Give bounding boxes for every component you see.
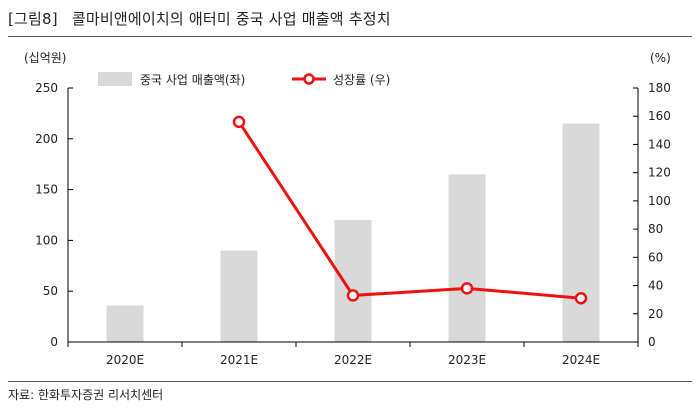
bar-2023E	[448, 174, 486, 342]
left-tick-label: 0	[50, 335, 58, 349]
legend-line-label: 성장률 (우)	[333, 73, 390, 87]
axes: 0 50 100 150 200 250 0 20 40 60 80 100 120 140 160 180 2…	[35, 81, 671, 367]
right-tick-label: 180	[648, 81, 671, 95]
legend-bar-label: 중국 사업 매출액(좌)	[140, 73, 245, 87]
left-tick-label: 250	[35, 81, 58, 95]
bar-2021E	[220, 250, 258, 342]
x-tick-label: 2022E	[334, 353, 372, 367]
right-tick-label: 160	[648, 109, 671, 123]
growth-point-2021E	[232, 115, 246, 129]
growth-point-2023E	[460, 282, 474, 295]
figure-label: [그림8]	[8, 10, 58, 28]
legend-bar-swatch	[98, 72, 132, 86]
right-tick-label: 120	[648, 166, 671, 180]
chart-title: 콜마비앤에이치의 애터미 중국 사업 매출액 추정치	[71, 10, 391, 28]
left-axis-unit: (십억원)	[24, 51, 66, 65]
right-axis-unit: (%)	[650, 51, 671, 65]
bar-2020E	[106, 305, 144, 342]
growth-line-path	[237, 121, 582, 300]
legend-line-marker	[303, 73, 315, 85]
right-tick-label: 60	[648, 250, 663, 264]
legend: 중국 사업 매출액(좌) 성장률 (우)	[98, 72, 390, 87]
left-tick-label: 100	[35, 233, 58, 247]
right-tick-label: 40	[648, 279, 663, 293]
x-tick-label: 2020E	[106, 353, 144, 367]
left-tick-label: 50	[43, 284, 58, 298]
x-tick-label: 2024E	[562, 353, 600, 367]
source-divider	[8, 381, 692, 382]
right-tick-label: 140	[648, 137, 671, 151]
right-tick-label: 20	[648, 307, 663, 321]
source-note: 자료: 한화투자증권 리서치센터	[8, 388, 164, 402]
growth-point-2024E	[574, 292, 588, 305]
bar-2024E	[562, 123, 600, 342]
left-tick-label: 200	[35, 132, 58, 146]
bar-2022E	[334, 220, 372, 342]
growth-point-2022E	[346, 289, 360, 302]
growth-line	[232, 115, 588, 305]
right-tick-label: 100	[648, 194, 671, 208]
right-tick-label: 80	[648, 222, 663, 236]
chart: 중국 사업 매출액(좌) 성장률 (우) 0 50 100 150 200 250 0 20 40…	[24, 51, 671, 367]
left-tick-label: 150	[35, 183, 58, 197]
right-tick-label: 0	[648, 335, 656, 349]
figure-title: [그림8] 콜마비앤에이치의 애터미 중국 사업 매출액 추정치	[8, 8, 391, 29]
x-tick-label: 2023E	[448, 353, 486, 367]
title-divider	[8, 36, 692, 37]
x-tick-label: 2021E	[220, 353, 258, 367]
bars	[106, 123, 600, 342]
